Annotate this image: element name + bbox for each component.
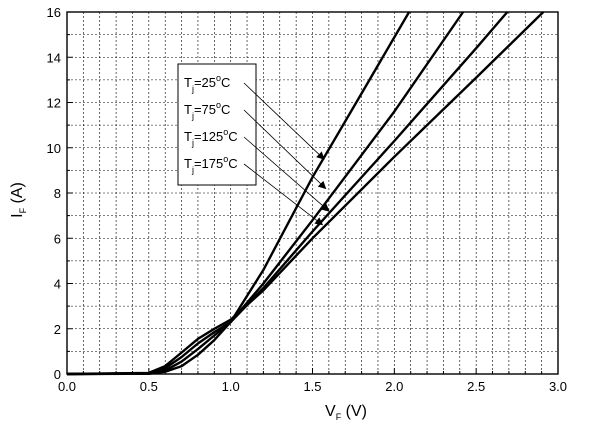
y-axis-title: IF (A) — [9, 182, 28, 218]
series-line-3 — [66, 11, 509, 376]
y-tick-label: 10 — [47, 141, 61, 156]
legend: Tj=25oC Tj=75oC Tj=125oC Tj=175oC — [177, 63, 257, 186]
x-axis-title: VF (V) — [325, 403, 367, 422]
legend-arrow-1 — [243, 82, 325, 160]
x-tick-labels: 0.0 0.5 1.0 1.5 2.0 2.5 3.0 — [58, 379, 567, 394]
x-axis-title-subscript: F — [336, 412, 342, 422]
series-line-2 — [66, 11, 465, 376]
y-axis-title-unit: (A) — [9, 182, 26, 208]
x-axis-title-main: V — [325, 403, 336, 420]
legend-arrows — [243, 82, 330, 226]
x-tick-label: 3.0 — [549, 379, 567, 394]
y-tick-label: 2 — [54, 322, 61, 337]
series-line-4 — [66, 11, 545, 376]
legend-arrow-2 — [243, 109, 327, 190]
x-tick-label: 0.0 — [58, 379, 76, 394]
y-axis-title-main: I — [9, 213, 26, 217]
x-tick-label: 2.0 — [385, 379, 403, 394]
x-tick-label: 0.5 — [140, 379, 158, 394]
x-tick-label: 1.0 — [222, 379, 240, 394]
grid — [67, 12, 558, 374]
y-tick-label: 16 — [47, 5, 61, 20]
legend-arrow-4 — [243, 163, 324, 226]
plot-area-frame — [66, 11, 559, 375]
series-lines — [66, 11, 545, 376]
legend-entry-4: Tj=175oC — [184, 154, 238, 175]
legend-box — [177, 63, 257, 186]
x-axis-title-unit: (V) — [341, 403, 367, 420]
x-tick-label: 2.5 — [467, 379, 485, 394]
y-tick-label: 14 — [47, 50, 61, 65]
legend-arrow-3 — [243, 136, 330, 212]
y-tick-label: 4 — [54, 277, 61, 292]
y-tick-labels: 0 2 4 6 8 10 12 14 16 — [47, 5, 61, 382]
y-tick-label: 6 — [54, 231, 61, 246]
y-tick-label: 0 — [54, 367, 61, 382]
y-axis-title-subscript: F — [18, 207, 28, 213]
x-tick-label: 1.5 — [303, 379, 321, 394]
y-tick-label: 8 — [54, 186, 61, 201]
legend-entry-3: Tj=125oC — [184, 127, 238, 148]
legend-entry-2: Tj=75oC — [184, 100, 230, 121]
legend-entry-1: Tj=25oC — [184, 73, 230, 94]
y-tick-label: 12 — [47, 96, 61, 111]
